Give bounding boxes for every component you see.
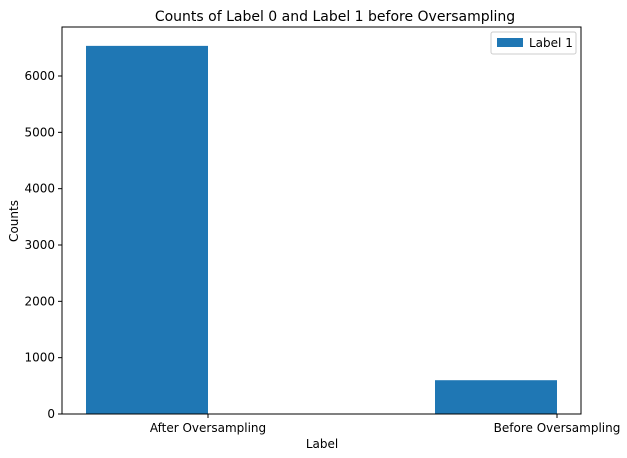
y-axis-label: Counts [7, 200, 21, 242]
y-tick-label: 2000 [24, 294, 55, 308]
legend-label: Label 1 [529, 36, 573, 50]
y-tick-label: 3000 [24, 238, 55, 252]
legend-frame [490, 31, 577, 55]
plot-area: 0 1000 2000 3000 4000 5000 6000 After Oversampl… [24, 26, 621, 435]
x-axis-label: Label [306, 437, 338, 451]
legend-swatch [497, 38, 523, 47]
bar [86, 45, 208, 414]
bar [435, 380, 557, 414]
y-tick-label: 1000 [24, 351, 55, 365]
plot-frame [61, 26, 582, 415]
y-tick-label: 4000 [24, 182, 55, 196]
x-tick-label: Before Oversampling [494, 421, 621, 435]
y-tick-label: 6000 [24, 69, 55, 83]
y-tick-label: 5000 [24, 125, 55, 139]
x-tick-label: After Oversampling [150, 421, 266, 435]
legend: Label 1 [490, 31, 577, 55]
chart-title: Counts of Label 0 and Label 1 before Ove… [155, 9, 515, 25]
y-tick-label: 0 [47, 407, 55, 421]
